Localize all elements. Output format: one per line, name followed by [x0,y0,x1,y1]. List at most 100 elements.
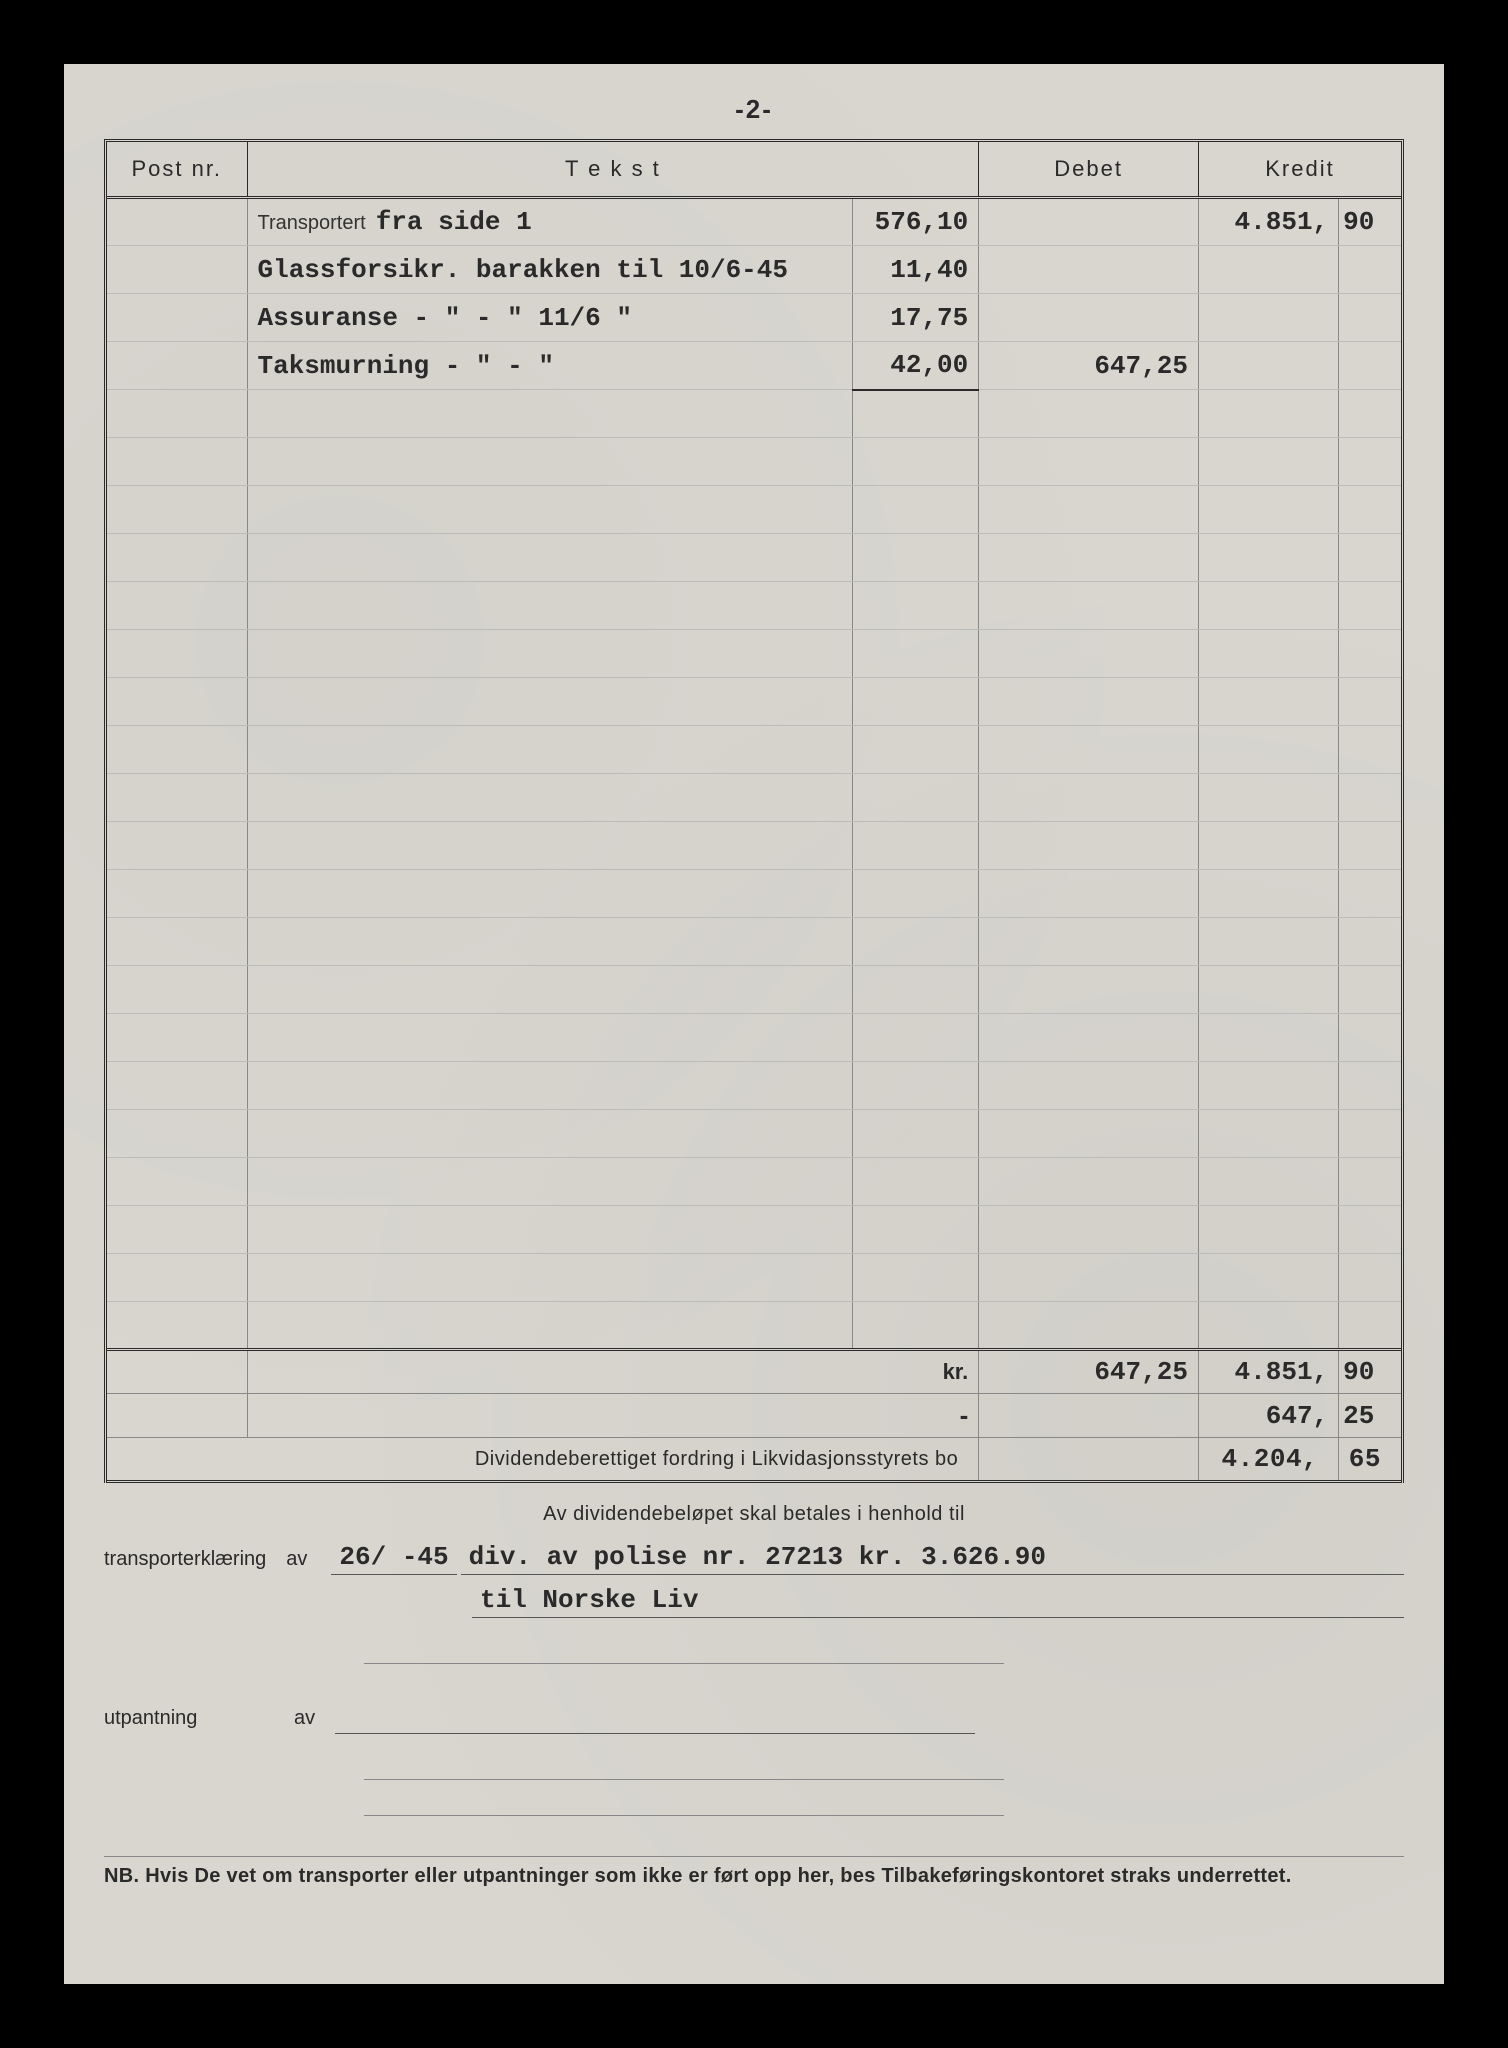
cell-blank [107,918,247,966]
table-row [107,774,1401,822]
cell-debet [979,294,1199,342]
table-row [107,1014,1401,1062]
totals-minus-kredit-c: 25 [1339,1394,1401,1438]
cell-blank [979,870,1199,918]
cell-blank [107,486,247,534]
cell-post [107,246,247,294]
cell-blank [107,582,247,630]
totals-kredit-c: 90 [1339,1350,1401,1394]
cell-blank [1339,630,1401,678]
cell-blank [107,1158,247,1206]
cell-blank [1198,774,1338,822]
table-row [107,678,1401,726]
cell-blank [1339,1062,1401,1110]
tekst-value: fra side 1 [376,207,532,237]
cell-blank [979,486,1199,534]
av-label-1: av [286,1548,307,1575]
cell-blank [1198,1158,1338,1206]
cell-blank [853,774,979,822]
cell-blank [853,630,979,678]
cell-blank [979,1158,1199,1206]
blank-line [364,1780,1004,1816]
tekst-value: Glassforsikr. barakken til 10/6-45 [258,255,789,285]
cell-tekst: Glassforsikr. barakken til 10/6-45 [247,246,853,294]
nb-notice: NB. Hvis De vet om transporter eller utp… [104,1856,1404,1888]
table-row: Assuranse - " - " 11/6 "17,75 [107,294,1401,342]
cell-blank [979,438,1199,486]
tekst-value: Assuranse - " - " 11/6 " [258,303,632,333]
cell-blank [247,774,853,822]
cell-blank [853,678,979,726]
table-row [107,1206,1401,1254]
cell-blank [107,822,247,870]
cell-kredit [1198,246,1338,294]
cell-blank [979,822,1199,870]
cell-blank [107,390,247,438]
cell-blank [853,726,979,774]
cell-blank [1198,918,1338,966]
cell-blank [247,870,853,918]
cell-blank [107,726,247,774]
transport-text1: div. av polise nr. 27213 kr. 3.626.90 [461,1542,1404,1575]
cell-blank [1198,678,1338,726]
header-post-nr: Post nr. [107,142,247,198]
transport-text2: til Norske Liv [472,1585,1404,1618]
cell-sub: 11,40 [853,246,979,294]
cell-blank [1339,1206,1401,1254]
cell-blank [1339,390,1401,438]
cell-kredit-cents [1339,342,1401,390]
cell-blank [107,1206,247,1254]
cell-blank [1198,966,1338,1014]
table-row: Transportertfra side 1576,104.851,90 [107,198,1401,246]
cell-blank [107,678,247,726]
header-row: Post nr. T e k s t Debet Kredit [107,142,1401,198]
cell-blank [1339,918,1401,966]
cell-blank [1339,486,1401,534]
cell-blank [979,534,1199,582]
cell-blank [1339,582,1401,630]
cell-kredit: 4.851, [1198,198,1338,246]
cell-blank [979,1254,1199,1302]
table-row [107,1110,1401,1158]
blank-line [364,1744,1004,1780]
cell-blank [247,726,853,774]
cell-blank [979,774,1199,822]
cell-blank [107,1062,247,1110]
header-debet: Debet [979,142,1199,198]
cell-blank [247,438,853,486]
cell-post [107,294,247,342]
dividende-kredit-c: 65 [1339,1438,1401,1482]
cell-blank [1339,774,1401,822]
table-row [107,870,1401,918]
table-row [107,1254,1401,1302]
cell-blank [1198,822,1338,870]
cell-blank [1339,1158,1401,1206]
table-row [107,1062,1401,1110]
transport-blank-lines [364,1628,1404,1664]
header-tekst: T e k s t [247,142,979,198]
tekst-value: Taksmurning - " - " [258,351,554,381]
table-row: Glassforsikr. barakken til 10/6-45 11,40 [107,246,1401,294]
cell-debet [979,198,1199,246]
cell-blank [107,438,247,486]
ledger-table: Post nr. T e k s t Debet Kredit Transpor… [107,142,1401,1483]
transport-row-2: til Norske Liv [104,1585,1404,1618]
cell-blank [979,726,1199,774]
table-row [107,966,1401,1014]
dividende-row: Dividendeberettiget fordring i Likvidasj… [107,1438,1401,1482]
totals-minus-sign: - [247,1394,979,1438]
cell-blank [107,1254,247,1302]
cell-blank [1198,486,1338,534]
cell-blank [247,1158,853,1206]
table-row [107,726,1401,774]
cell-blank [247,918,853,966]
cell-post [107,198,247,246]
cell-blank [247,1254,853,1302]
table-row [107,918,1401,966]
cell-kredit-cents [1339,294,1401,342]
cell-blank [853,486,979,534]
cell-kredit [1198,294,1338,342]
cell-blank [853,1110,979,1158]
cell-tekst: Transportertfra side 1 [247,198,853,246]
cell-blank [247,486,853,534]
